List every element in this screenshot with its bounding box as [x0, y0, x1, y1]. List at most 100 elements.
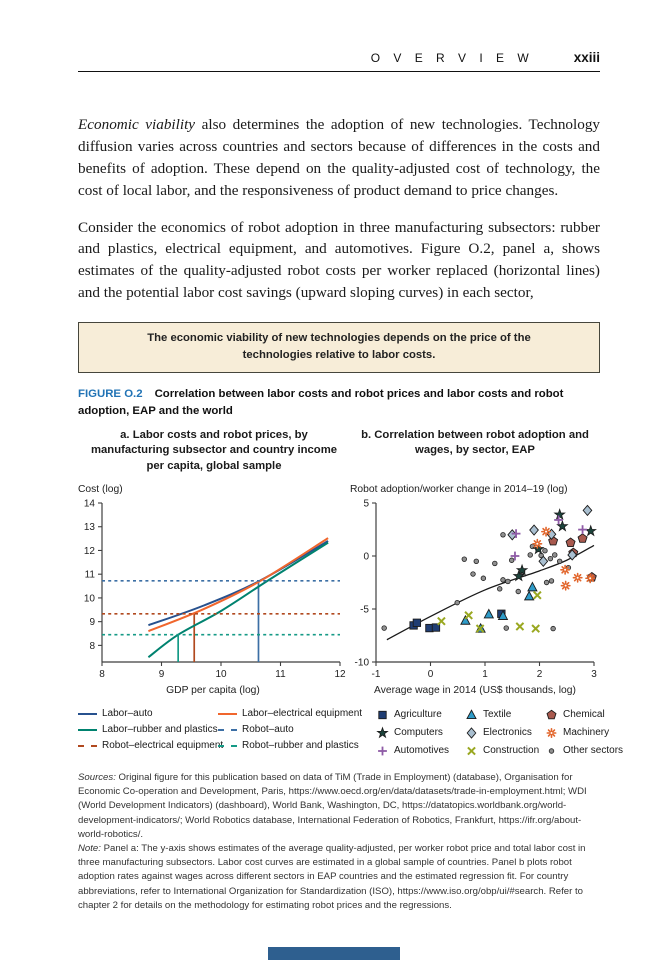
- svg-text:10: 10: [84, 593, 96, 604]
- panel-b-chart: -1 0 1 2 3-10-505: [355, 499, 598, 681]
- panel-a-xlabel: GDP per capita (log): [166, 685, 260, 697]
- legend-item: Labor–electrical equipment: [218, 708, 376, 719]
- svg-text:10: 10: [215, 669, 227, 680]
- legend-label: Robot–electrical equipment: [102, 740, 224, 752]
- legend-item: Chemical: [545, 708, 623, 721]
- page-number: xxiii: [573, 50, 600, 65]
- svg-text:5: 5: [363, 499, 369, 510]
- legend-label: Labor–auto: [102, 708, 153, 720]
- svg-text:8: 8: [89, 641, 95, 652]
- legend-label: Computers: [394, 727, 443, 739]
- svg-text:12: 12: [84, 546, 96, 557]
- legends: Labor–auto Labor–electrical equipment La…: [78, 708, 623, 757]
- legend-label: Labor–electrical equipment: [242, 708, 363, 720]
- panel-b-title: b. Correlation between robot adoption an…: [361, 429, 589, 457]
- charts-row: a. Labor costs and robot prices, by manu…: [78, 428, 600, 696]
- legend-line-swatch: [218, 744, 237, 747]
- legend-item: Other sectors: [545, 744, 623, 757]
- svg-text:-10: -10: [355, 658, 370, 669]
- panel-a-title: a. Labor costs and robot prices, by manu…: [90, 429, 338, 472]
- sources-label: Sources:: [78, 772, 116, 784]
- svg-text:12: 12: [334, 669, 346, 680]
- diamond-marker-icon: [466, 727, 477, 739]
- pentagon-marker-icon: [546, 709, 557, 720]
- legend-item: Robot–auto: [218, 724, 376, 735]
- legend-item: Machinery: [545, 726, 623, 739]
- svg-text:13: 13: [84, 522, 96, 533]
- figure-label: FIGURE O.2: [78, 388, 143, 400]
- svg-text:9: 9: [89, 617, 95, 628]
- note-label: Note:: [78, 843, 101, 854]
- paragraph-1: Economic viability also determines the a…: [78, 114, 600, 202]
- legend-label: Robot–rubber and plastics: [242, 740, 359, 752]
- svg-text:1: 1: [482, 669, 488, 680]
- legend-line-swatch: [218, 728, 237, 731]
- legend-item: Electronics: [465, 726, 545, 739]
- paragraph-2: Consider the economics of robot adoption…: [78, 218, 600, 302]
- svg-text:11: 11: [85, 570, 96, 581]
- x-marker-icon: [467, 746, 476, 756]
- panel-b: b. Correlation between robot adoption an…: [350, 428, 600, 696]
- triangle-marker-icon: [466, 709, 477, 720]
- legend-label: Other sectors: [563, 745, 624, 757]
- svg-text:2: 2: [537, 669, 543, 680]
- legend-label: Machinery: [563, 727, 610, 739]
- callout-box: The economic viability of new technologi…: [78, 322, 600, 373]
- legend-label: Labor–rubber and plastics: [102, 724, 218, 736]
- panel-a-legend: Labor–auto Labor–electrical equipment La…: [78, 708, 376, 757]
- note-line: Note: Panel a: The y-axis shows estimate…: [78, 842, 600, 913]
- legend-line-swatch: [78, 728, 97, 731]
- svg-text:8: 8: [99, 669, 105, 680]
- legend-item: Textile: [465, 708, 545, 721]
- paragraph-1-text: also determines the adoption of new tech…: [78, 116, 601, 199]
- panel-b-ylabel: Robot adoption/worker change in 2014–19 …: [350, 484, 568, 496]
- panel-b-legend: Agriculture Textile Chemical Computers E…: [376, 708, 623, 757]
- figure-caption: FIGURE O.2 Correlation between labor cost…: [78, 386, 600, 419]
- legend-label: Chemical: [563, 709, 605, 721]
- figure-title: Correlation between labor costs and robo…: [78, 388, 564, 417]
- legend-label: Textile: [483, 709, 512, 721]
- legend-label: Construction: [483, 745, 540, 757]
- legend-item: Labor–auto: [78, 708, 218, 719]
- legend-label: Electronics: [483, 727, 532, 739]
- star-marker-icon: [376, 726, 389, 739]
- legend-line-swatch: [78, 712, 97, 715]
- panel-a: a. Labor costs and robot prices, by manu…: [78, 428, 350, 696]
- dot-marker-icon: [548, 748, 555, 754]
- legend-line-swatch: [78, 744, 97, 747]
- svg-text:9: 9: [159, 669, 165, 680]
- header-rule: [78, 71, 600, 72]
- sources-text: Original figure for this publication bas…: [78, 772, 587, 840]
- svg-text:3: 3: [591, 669, 597, 680]
- legend-item: Labor–rubber and plastics: [78, 724, 218, 735]
- svg-text:-5: -5: [360, 605, 369, 616]
- panel-a-ylabel: Cost (log): [78, 484, 123, 496]
- legend-item: Computers: [376, 726, 465, 739]
- svg-text:11: 11: [275, 669, 286, 680]
- note-text: Panel a: The y-axis shows estimates of t…: [78, 843, 586, 911]
- section-title: O V E R V I E W: [370, 51, 534, 65]
- legend-label: Agriculture: [394, 709, 442, 721]
- panel-a-chart: 8 9 10 11 12 8 9 10 11 12 13 14: [84, 499, 346, 681]
- footer-bar: [268, 947, 400, 960]
- svg-text:0: 0: [363, 552, 369, 563]
- italic-lead: Economic viability: [78, 116, 196, 133]
- page-header: O V E R V I E W xxiii: [78, 50, 600, 65]
- legend-label: Robot–auto: [242, 724, 294, 736]
- legend-line-swatch: [218, 712, 237, 715]
- svg-text:-1: -1: [372, 669, 381, 680]
- asterisk-marker-icon: [546, 728, 557, 739]
- sources-line: Sources: Original figure for this public…: [78, 771, 600, 842]
- legend-item: Robot–electrical equipment: [78, 740, 223, 751]
- legend-item: Agriculture: [376, 708, 465, 721]
- svg-text:14: 14: [84, 499, 96, 510]
- legend-item: Automotives: [376, 744, 465, 757]
- square-marker-icon: [378, 710, 387, 720]
- legend-item: Robot–rubber and plastics: [218, 740, 376, 751]
- legend-item: Construction: [465, 744, 545, 757]
- svg-text:0: 0: [428, 669, 434, 680]
- legend-label: Automotives: [394, 745, 450, 757]
- sources-note: Sources: Original figure for this public…: [78, 771, 600, 913]
- panel-b-xlabel: Average wage in 2014 (US$ thousands, log…: [374, 685, 576, 697]
